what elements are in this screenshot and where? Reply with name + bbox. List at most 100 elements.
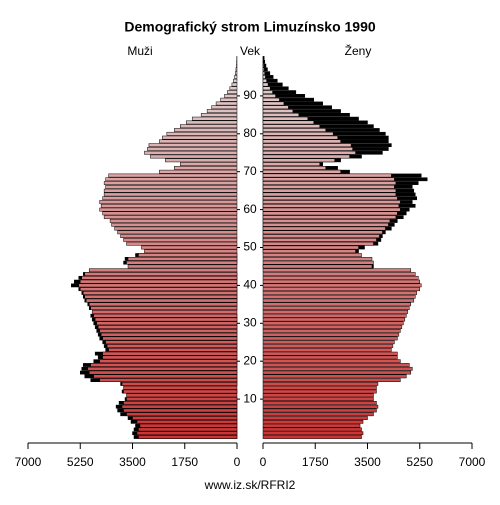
bar bbox=[263, 386, 376, 389]
common-part bbox=[263, 68, 264, 71]
bar bbox=[106, 178, 237, 181]
bar bbox=[92, 310, 237, 313]
bar bbox=[236, 68, 237, 71]
bar bbox=[180, 125, 237, 128]
common-part bbox=[95, 318, 237, 321]
bar bbox=[174, 166, 237, 169]
bar bbox=[235, 72, 237, 75]
bar bbox=[118, 231, 237, 234]
common-part bbox=[263, 212, 397, 215]
common-part bbox=[263, 79, 267, 82]
common-part bbox=[82, 276, 237, 279]
common-part bbox=[263, 132, 333, 135]
common-part bbox=[138, 435, 237, 438]
common-part bbox=[263, 250, 356, 253]
common-part bbox=[124, 390, 237, 393]
x-tick-label: 1750 bbox=[302, 455, 329, 469]
bar bbox=[144, 151, 237, 154]
left-label: Muži bbox=[127, 44, 152, 58]
bar bbox=[263, 337, 397, 340]
common-part bbox=[103, 356, 237, 359]
bar bbox=[165, 159, 237, 162]
common-part bbox=[263, 83, 268, 86]
bar bbox=[263, 371, 411, 374]
x-tick-label: 5250 bbox=[406, 455, 433, 469]
bar bbox=[263, 348, 391, 351]
common-part bbox=[94, 314, 237, 317]
common-part bbox=[263, 90, 273, 93]
bar bbox=[115, 227, 237, 230]
common-part bbox=[80, 280, 237, 283]
common-part bbox=[86, 299, 237, 302]
common-part bbox=[263, 189, 396, 192]
x-tick-label: 7000 bbox=[459, 455, 486, 469]
bar bbox=[263, 318, 405, 321]
common-part bbox=[109, 348, 237, 351]
bar bbox=[263, 272, 415, 275]
x-tick-label: 0 bbox=[260, 455, 267, 469]
common-part bbox=[263, 151, 356, 154]
common-part bbox=[263, 109, 293, 112]
common-part bbox=[124, 401, 237, 404]
common-part bbox=[263, 140, 341, 143]
common-part bbox=[263, 197, 397, 200]
bar bbox=[263, 416, 368, 419]
bar bbox=[263, 356, 397, 359]
bar bbox=[127, 394, 237, 397]
common-part bbox=[263, 136, 338, 139]
bar bbox=[141, 246, 237, 249]
common-part bbox=[263, 144, 351, 147]
bar bbox=[207, 109, 237, 112]
common-part bbox=[122, 405, 237, 408]
common-part bbox=[85, 272, 237, 275]
bar bbox=[192, 117, 237, 120]
bar bbox=[263, 420, 363, 423]
bar bbox=[104, 189, 237, 192]
bar bbox=[236, 64, 237, 67]
bar bbox=[263, 276, 418, 279]
y-tick-label: 70 bbox=[243, 164, 257, 178]
common-part bbox=[263, 185, 394, 188]
common-part bbox=[100, 329, 237, 332]
common-part bbox=[263, 125, 320, 128]
common-part bbox=[263, 208, 400, 211]
common-part bbox=[103, 352, 237, 355]
common-part bbox=[263, 147, 353, 150]
common-part bbox=[263, 181, 396, 184]
common-part bbox=[80, 288, 237, 291]
bar bbox=[104, 216, 237, 219]
common-part bbox=[91, 307, 237, 310]
bar bbox=[127, 242, 237, 245]
x-tick-label: 7000 bbox=[15, 455, 42, 469]
bar bbox=[263, 284, 421, 287]
bar bbox=[224, 94, 237, 97]
bar bbox=[109, 174, 237, 177]
bar bbox=[263, 409, 376, 412]
bar bbox=[101, 204, 237, 207]
common-part bbox=[263, 238, 376, 241]
bar bbox=[263, 435, 362, 438]
bar bbox=[263, 401, 376, 404]
bar bbox=[263, 257, 372, 260]
common-part bbox=[127, 397, 237, 400]
y-tick-label: 20 bbox=[243, 353, 257, 367]
common-part bbox=[263, 94, 276, 97]
common-part bbox=[263, 102, 284, 105]
common-part bbox=[263, 106, 288, 109]
common-part bbox=[263, 121, 314, 124]
bar bbox=[147, 147, 237, 150]
center-label: Vek bbox=[240, 44, 261, 58]
bar bbox=[263, 307, 409, 310]
bar bbox=[263, 314, 406, 317]
bar bbox=[235, 75, 237, 78]
x-tick-label: 0 bbox=[234, 455, 241, 469]
common-part bbox=[263, 219, 390, 222]
bar bbox=[263, 390, 376, 393]
common-part bbox=[89, 303, 237, 306]
common-part bbox=[263, 204, 399, 207]
bar bbox=[201, 113, 237, 116]
common-part bbox=[107, 344, 237, 347]
common-part bbox=[88, 367, 237, 370]
common-part bbox=[106, 341, 237, 344]
common-part bbox=[122, 382, 237, 385]
